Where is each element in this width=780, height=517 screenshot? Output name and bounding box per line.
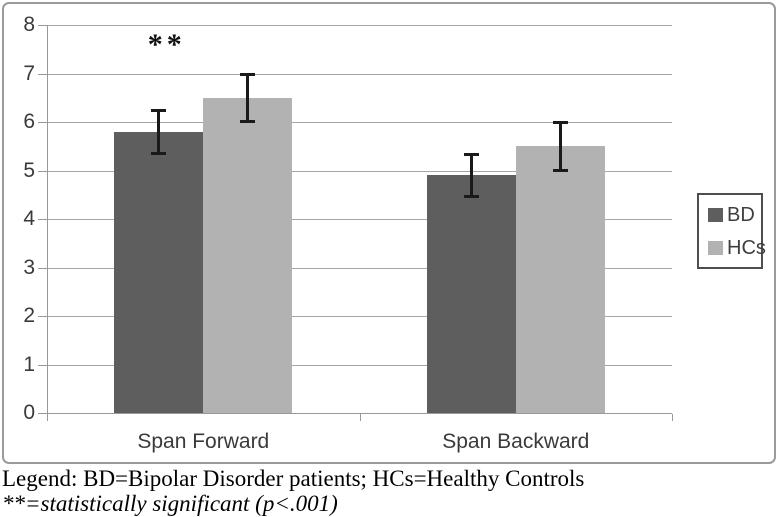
gridline — [47, 73, 672, 75]
y-tick-label: 7 — [23, 61, 35, 85]
y-tick-label: 6 — [23, 110, 35, 133]
legend-item-hcs: HCs — [708, 238, 766, 258]
gridline — [47, 25, 672, 26]
x-category-label-span-forward: Span Forward — [137, 430, 270, 453]
bar-hcs-span-backward — [515, 146, 605, 414]
y-axis-tick — [38, 25, 47, 26]
bar-bd-span-backward — [426, 175, 516, 413]
error-bar-cap-top-bd-span-forward — [151, 108, 167, 112]
y-tick-label: 4 — [23, 207, 35, 230]
legend-label-hcs: HCs — [727, 236, 766, 259]
legend-swatch-bd-icon — [708, 207, 723, 222]
y-axis-tick — [38, 413, 47, 414]
x-axis-tick — [672, 414, 673, 421]
error-bar-line-bd-span-forward — [157, 109, 161, 154]
legend-swatch-hcs-icon — [708, 240, 723, 255]
error-bar-line-hcs-span-backward — [558, 122, 562, 171]
y-axis-tick — [38, 170, 47, 172]
y-tick-label: 2 — [23, 304, 35, 327]
y-axis-tick — [38, 364, 47, 366]
gridline — [47, 170, 672, 172]
y-axis-tick — [38, 122, 47, 123]
gridline — [47, 122, 672, 123]
error-bar-cap-bottom-bd-span-forward — [151, 151, 167, 155]
y-tick-label: 8 — [23, 13, 35, 36]
y-tick-label: 5 — [23, 158, 35, 182]
bar-bd-span-forward — [114, 131, 204, 413]
error-bar-cap-bottom-hcs-span-backward — [552, 168, 568, 172]
y-axis-line — [47, 25, 48, 414]
chart-figure: 0 1 2 3 4 5 6 7 8 Span Forward Span Backward ** BD H… — [2, 2, 776, 464]
significance-annotation: ** — [147, 28, 186, 61]
y-axis-tick — [38, 267, 47, 269]
bar-hcs-span-forward — [203, 97, 293, 414]
gridline — [47, 364, 672, 366]
x-axis-tick — [360, 414, 361, 421]
error-bar-line-bd-span-backward — [469, 153, 473, 198]
caption: Legend: BD=Bipolar Disorder patients; HC… — [2, 466, 742, 516]
error-bar-cap-bottom-bd-span-backward — [463, 195, 479, 199]
x-category-label-span-backward: Span Backward — [442, 430, 590, 453]
y-tick-label: 3 — [23, 255, 35, 279]
error-bar-cap-top-bd-span-backward — [463, 152, 479, 156]
caption-significance-line: **=statistically significant (p<.001) — [2, 491, 338, 516]
error-bar-cap-top-hcs-span-forward — [240, 72, 256, 76]
error-bar-line-hcs-span-forward — [246, 73, 250, 122]
error-bar-cap-bottom-hcs-span-forward — [240, 120, 256, 123]
gridline — [47, 267, 672, 269]
y-axis-tick — [38, 219, 47, 220]
legend-item-bd: BD — [708, 205, 761, 225]
y-axis-tick — [38, 73, 47, 75]
gridline — [47, 316, 672, 317]
plot-area: 0 1 2 3 4 5 6 7 8 Span Forward Span Backward ** — [4, 4, 774, 462]
y-axis-tick — [38, 316, 47, 317]
caption-legend-line: Legend: BD=Bipolar Disorder patients; HC… — [2, 466, 585, 491]
legend-box: BD HCs — [697, 193, 766, 269]
y-tick-label: 0 — [23, 401, 35, 424]
gridline — [47, 219, 672, 220]
y-tick-label: 1 — [23, 352, 35, 376]
error-bar-cap-top-hcs-span-backward — [552, 121, 568, 124]
x-axis-baseline — [47, 413, 672, 414]
x-axis-tick — [47, 414, 48, 421]
legend-label-bd: BD — [727, 203, 755, 226]
